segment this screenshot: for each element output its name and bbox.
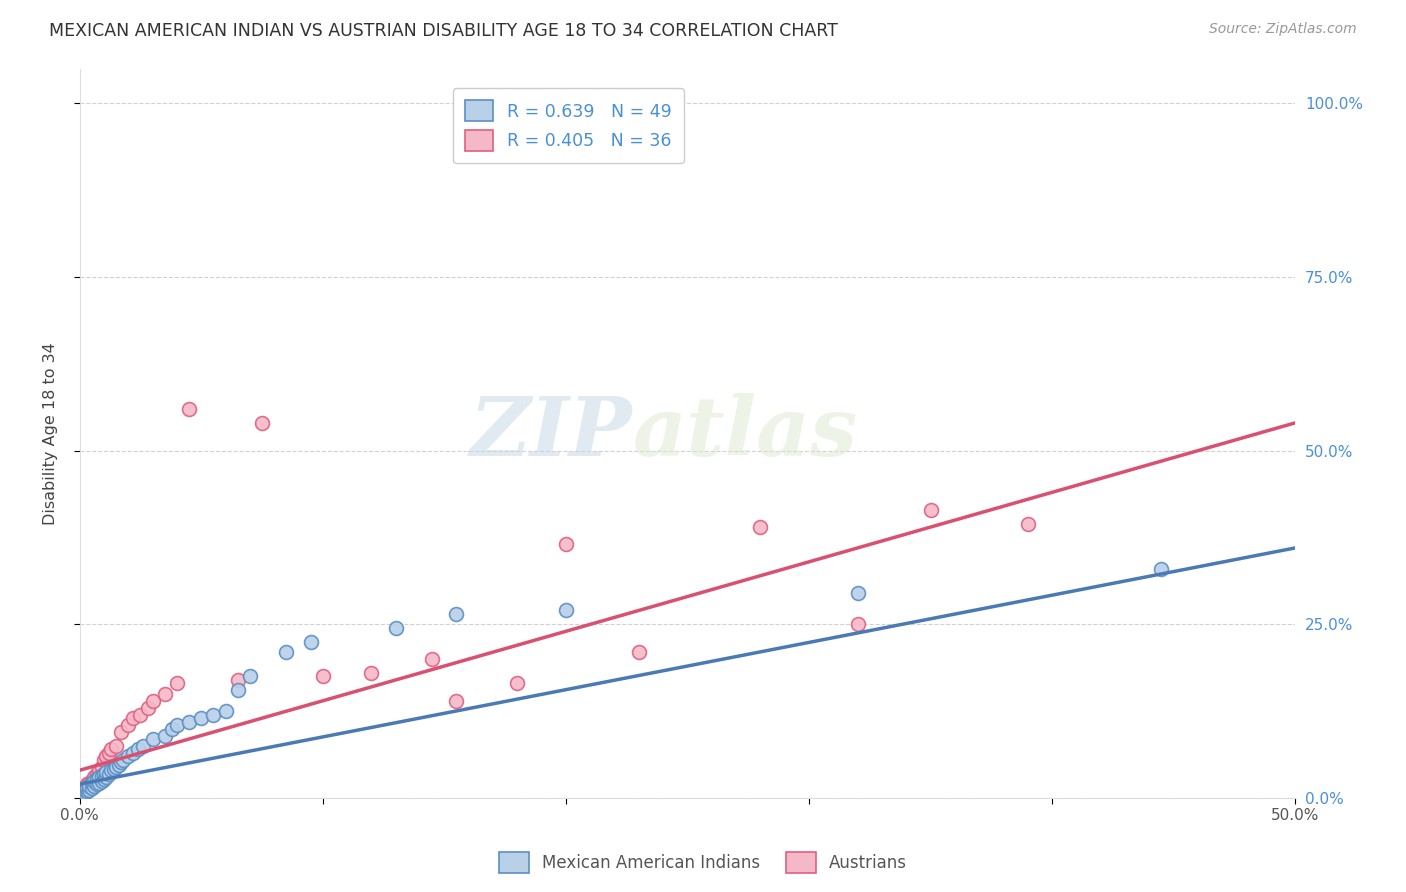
Point [87,776,110,790]
Point [86,777,108,791]
Point [73,780,96,795]
Point [250,416,273,430]
Point [384,621,406,635]
Point [105,739,128,753]
Point [76,780,98,795]
Point [90,773,112,788]
Point [122,711,145,725]
Point [153,687,176,701]
Point [1017,516,1039,531]
Text: atlas: atlas [633,393,858,474]
Point [226,673,249,687]
Point [202,707,225,722]
Point [93,766,115,780]
Point [73,782,96,797]
Point [87,770,110,784]
Point [166,676,188,690]
Point [117,749,139,764]
Point [90,760,112,774]
Point [166,718,188,732]
Point [73,785,96,799]
Point [107,757,129,772]
Text: MEXICAN AMERICAN INDIAN VS AUSTRIAN DISABILITY AGE 18 TO 34 CORRELATION CHART: MEXICAN AMERICAN INDIAN VS AUSTRIAN DISA… [49,22,838,40]
Point [93,753,115,767]
Point [506,676,529,690]
Point [142,731,165,746]
Point [846,617,869,632]
Point [80,780,103,795]
Point [105,760,128,774]
Point [276,645,298,659]
Point [749,520,772,534]
Point [103,762,125,776]
Point [76,784,98,798]
Point [214,704,236,718]
Point [83,779,105,793]
Point [177,714,200,729]
Point [420,652,443,666]
Legend: Mexican American Indians, Austrians: Mexican American Indians, Austrians [492,846,914,880]
Point [96,764,118,779]
Point [70,784,93,798]
Point [97,746,120,760]
Point [446,694,468,708]
Point [136,700,159,714]
Point [312,669,335,683]
Point [79,776,101,790]
Point [90,769,112,783]
Point [76,777,98,791]
Point [96,770,118,784]
Point [1150,562,1173,576]
Point [360,665,382,680]
Point [177,401,200,416]
Point [554,537,576,551]
Point [80,773,103,788]
Point [226,683,249,698]
Point [122,746,145,760]
Point [110,725,132,739]
Point [446,607,468,621]
Point [87,764,110,778]
Point [112,753,135,767]
Point [160,722,183,736]
Point [96,749,118,764]
Point [153,729,176,743]
Point [83,773,105,788]
Point [846,586,869,600]
Text: Source: ZipAtlas.com: Source: ZipAtlas.com [1209,22,1357,37]
Point [142,694,165,708]
Point [86,772,108,786]
Point [127,742,149,756]
Legend: R = 0.639   N = 49, R = 0.405   N = 36: R = 0.639 N = 49, R = 0.405 N = 36 [453,88,683,163]
Point [239,669,262,683]
Point [93,772,115,786]
Y-axis label: Disability Age 18 to 34: Disability Age 18 to 34 [44,342,58,524]
Point [627,645,650,659]
Point [100,764,122,778]
Point [132,739,155,753]
Point [110,755,132,769]
Point [100,742,122,756]
Point [86,766,108,780]
Point [80,776,103,790]
Point [299,634,322,648]
Point [79,779,101,793]
Point [129,707,152,722]
Point [920,502,942,516]
Point [83,770,105,784]
Point [97,766,120,780]
Point [117,718,139,732]
Text: ZIP: ZIP [470,393,633,474]
Point [190,711,212,725]
Point [554,603,576,617]
Point [70,782,93,797]
Point [79,782,101,797]
